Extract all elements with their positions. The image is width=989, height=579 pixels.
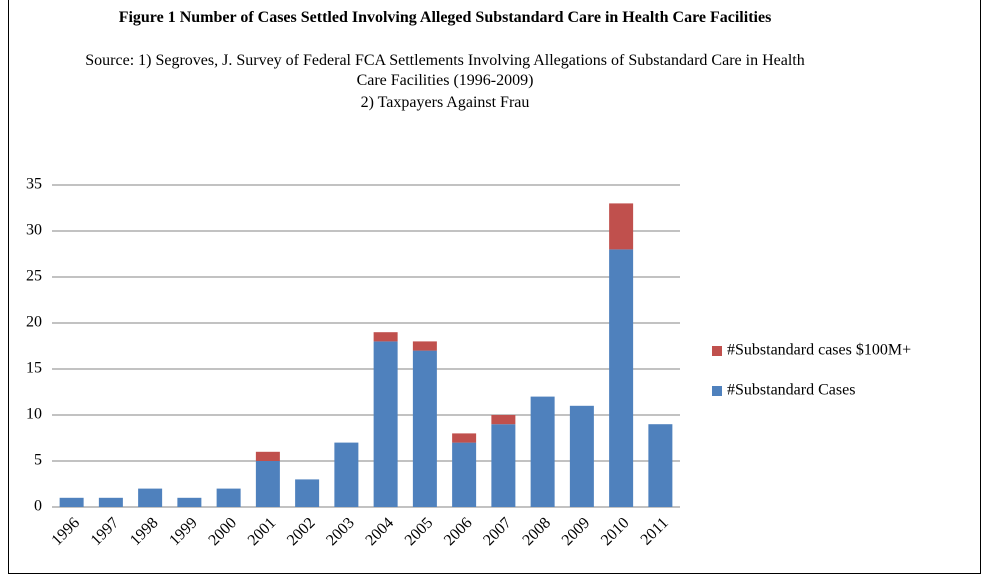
y-tick-label: 35 [26, 176, 42, 193]
frame [8, 0, 981, 574]
bar-segment [216, 488, 241, 507]
x-tick-label: 1998 [127, 514, 162, 549]
bar-segment [569, 405, 594, 507]
x-tick-label: 2000 [205, 514, 240, 549]
x-tick-label: 2006 [441, 514, 476, 549]
x-tick-label: 2008 [519, 514, 554, 549]
bar-segment [452, 442, 477, 507]
x-tick-label: 2011 [638, 514, 672, 548]
x-tick-label: 1996 [48, 514, 83, 549]
bar-segment [530, 396, 555, 507]
x-tick-label: 2005 [402, 514, 437, 549]
bar-segment [412, 341, 437, 351]
x-tick-label: 1999 [166, 514, 201, 549]
bar-segment [373, 341, 398, 507]
chart-subtitle: Source: 1) Segroves, J. Survey of Federa… [85, 52, 805, 89]
bar-segment [609, 249, 634, 507]
bar-segment [177, 497, 202, 507]
y-tick-label: 15 [26, 360, 42, 377]
y-tick-label: 30 [26, 222, 42, 239]
x-tick-label: 2003 [323, 514, 358, 549]
bar-segment [255, 461, 280, 507]
legend-label: #Substandard Cases [727, 382, 855, 399]
chart-subtitle: 2) Taxpayers Against Frau [360, 94, 530, 111]
bar-segment [491, 424, 516, 507]
bar-segment [138, 488, 163, 507]
bar-segment [98, 497, 123, 507]
x-tick-label: 2001 [245, 514, 280, 549]
legend-swatch [712, 386, 722, 396]
bar-segment [412, 350, 437, 507]
y-tick-label: 0 [34, 498, 42, 515]
bar-segment [255, 451, 280, 461]
x-tick-label: 2004 [362, 514, 397, 549]
x-tick-label: 2002 [284, 514, 319, 549]
chart-title: Figure 1 Number of Cases Settled Involvi… [118, 9, 772, 26]
legend-swatch [712, 346, 722, 356]
y-tick-label: 20 [26, 314, 42, 331]
bar-segment [491, 415, 516, 425]
x-tick-label: 2010 [598, 514, 633, 549]
y-tick-label: 10 [26, 406, 42, 423]
legend-label: #Substandard cases $100M+ [727, 342, 911, 359]
y-tick-label: 25 [26, 268, 42, 285]
bar-segment [452, 433, 477, 443]
bar-segment [609, 203, 634, 250]
bar-segment [295, 479, 320, 507]
bar-segment [334, 442, 359, 507]
x-tick-label: 2009 [559, 514, 594, 549]
bar-segment [373, 332, 398, 342]
x-tick-label: 1997 [88, 514, 123, 549]
y-tick-label: 5 [34, 452, 42, 469]
x-tick-label: 2007 [480, 514, 515, 549]
bar-segment [648, 424, 673, 507]
bar-segment [59, 497, 84, 507]
